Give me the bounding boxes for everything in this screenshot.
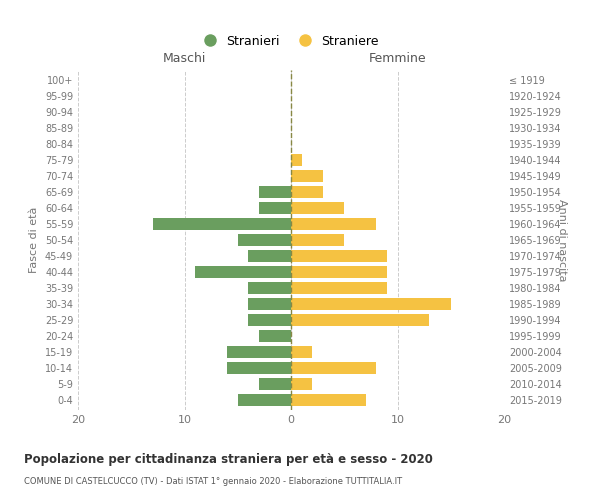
- Bar: [259, 378, 291, 390]
- Y-axis label: Anni di nascita: Anni di nascita: [557, 198, 567, 281]
- Bar: [291, 170, 323, 182]
- Bar: [259, 186, 291, 198]
- Bar: [152, 218, 291, 230]
- Text: COMUNE DI CASTELCUCCO (TV) - Dati ISTAT 1° gennaio 2020 - Elaborazione TUTTITALI: COMUNE DI CASTELCUCCO (TV) - Dati ISTAT …: [24, 478, 402, 486]
- Bar: [227, 362, 291, 374]
- Bar: [291, 202, 344, 214]
- Bar: [227, 346, 291, 358]
- Text: Maschi: Maschi: [163, 52, 206, 65]
- Bar: [248, 314, 291, 326]
- Bar: [248, 250, 291, 262]
- Bar: [291, 266, 387, 278]
- Text: Popolazione per cittadinanza straniera per età e sesso - 2020: Popolazione per cittadinanza straniera p…: [24, 452, 433, 466]
- Bar: [291, 394, 365, 406]
- Bar: [291, 218, 376, 230]
- Bar: [291, 362, 376, 374]
- Bar: [291, 186, 323, 198]
- Bar: [291, 234, 344, 246]
- Bar: [291, 314, 430, 326]
- Y-axis label: Fasce di età: Fasce di età: [29, 207, 39, 273]
- Bar: [291, 282, 387, 294]
- Bar: [238, 234, 291, 246]
- Bar: [291, 154, 302, 166]
- Bar: [291, 346, 313, 358]
- Bar: [291, 378, 313, 390]
- Bar: [238, 394, 291, 406]
- Bar: [259, 330, 291, 342]
- Bar: [291, 298, 451, 310]
- Text: Femmine: Femmine: [368, 52, 427, 65]
- Bar: [248, 282, 291, 294]
- Legend: Stranieri, Straniere: Stranieri, Straniere: [197, 28, 385, 54]
- Bar: [195, 266, 291, 278]
- Bar: [291, 250, 387, 262]
- Bar: [248, 298, 291, 310]
- Bar: [259, 202, 291, 214]
